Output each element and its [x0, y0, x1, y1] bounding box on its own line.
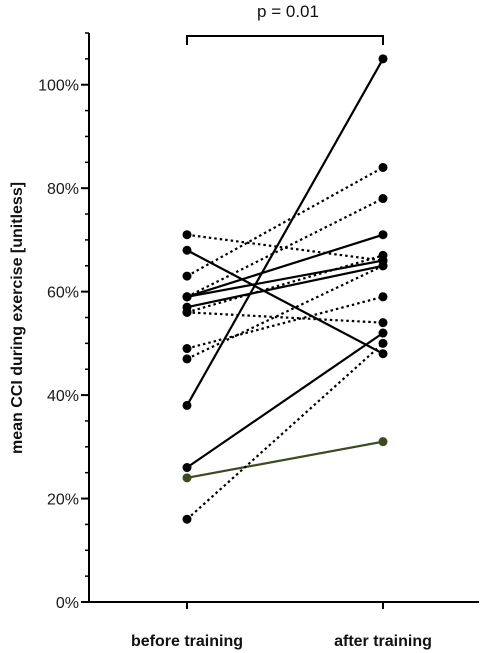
bracket-line [186, 35, 384, 45]
data-point [378, 338, 388, 348]
series-line [186, 332, 384, 469]
data-point [182, 292, 192, 302]
x-category-label: after training [334, 633, 432, 650]
y-tick-label: 0% [56, 595, 79, 612]
series-line [186, 311, 384, 324]
data-point [182, 514, 192, 524]
y-tick-label: 20% [47, 492, 79, 509]
series-line [186, 233, 384, 298]
y-axis-label: mean CCI during exercise [unitless] [9, 182, 26, 454]
data-point [182, 245, 192, 255]
series-line [186, 197, 384, 298]
series-line [186, 264, 384, 309]
series-line [186, 342, 384, 521]
data-point [182, 344, 192, 354]
data-point [378, 230, 388, 240]
y-tick-label: 40% [47, 388, 79, 405]
data-point [378, 328, 388, 338]
series-line [186, 254, 384, 314]
data-point [378, 318, 388, 328]
data-point [182, 354, 192, 364]
series-line [186, 440, 384, 479]
series-line [186, 295, 384, 350]
data-point [378, 162, 388, 172]
data-point [378, 261, 388, 271]
y-tick-label: 80% [47, 181, 79, 198]
x-category-label: before training [131, 633, 243, 650]
data-point [182, 463, 192, 473]
y-tick-label: 60% [47, 285, 79, 302]
series-lines [186, 58, 384, 521]
series-line [186, 166, 384, 278]
data-points [182, 54, 388, 524]
data-point [182, 271, 192, 281]
data-point [182, 473, 192, 483]
data-point [182, 230, 192, 240]
y-tick-label: 100% [38, 78, 79, 95]
significance-bracket: p = 0.01 [186, 2, 384, 45]
data-point [182, 400, 192, 410]
p-value-annotation: p = 0.01 [257, 2, 319, 21]
series-line [186, 249, 384, 355]
data-point [378, 250, 388, 260]
data-point [378, 349, 388, 359]
data-point [378, 54, 388, 64]
data-point [378, 437, 388, 447]
data-point [378, 292, 388, 302]
series-line [186, 259, 384, 298]
series-line [186, 58, 384, 406]
series-line [186, 233, 384, 262]
data-point [182, 307, 192, 317]
data-point [378, 194, 388, 204]
axes: 0% 20% 40% 60% 80% 100% before training after t… [38, 32, 479, 650]
